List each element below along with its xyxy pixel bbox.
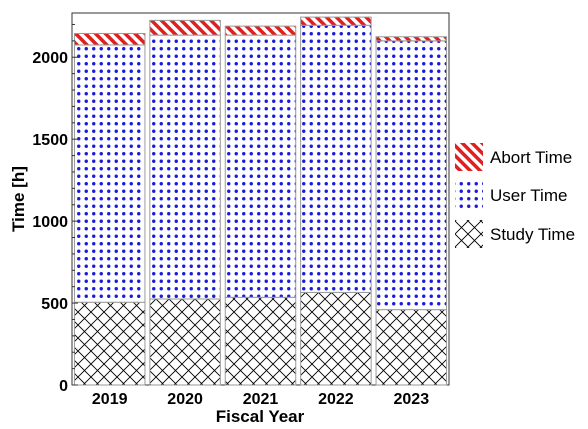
y-tick-label-1500: 1500: [32, 132, 68, 149]
bar-user-time-2022: [300, 24, 372, 293]
bar-abort-time-2023: [375, 36, 448, 42]
legend-swatch-user-time: [455, 181, 483, 209]
x-tick-label-2019: 2019: [92, 391, 128, 408]
bar-study-time-2022: [300, 291, 372, 386]
legend-label-study-time: Study Time: [490, 225, 575, 244]
legend-item-abort-time: Abort Time: [455, 143, 572, 171]
legend-swatch-study-time: [455, 220, 483, 248]
bar-abort-time-2020: [149, 19, 221, 36]
bar-user-time-2023: [375, 40, 448, 311]
x-tick-label-2022: 2022: [318, 391, 354, 408]
y-tick-label-1000: 1000: [32, 214, 68, 231]
bar-study-time-2019: [73, 301, 146, 386]
legend-label-abort-time: Abort Time: [490, 148, 572, 167]
bar-study-time-2023: [375, 309, 448, 386]
bar-abort-time-2022: [300, 16, 372, 26]
legend-item-study-time: Study Time: [455, 220, 575, 248]
bar-abort-time-2019: [73, 32, 146, 46]
y-tick-label-500: 500: [41, 296, 68, 313]
bar-user-time-2020: [149, 34, 221, 300]
bars-layer: [73, 16, 448, 386]
legend-item-user-time: User Time: [455, 181, 567, 209]
bar-study-time-2020: [149, 298, 221, 386]
bar-study-time-2021: [224, 296, 297, 386]
ticks-layer: 0 500 1000 1500 2000 2019 2020 2021 2022 2023: [32, 23, 430, 408]
legend: Abort Time User Time Study Time: [455, 143, 575, 248]
legend-swatch-abort-time: [455, 143, 483, 171]
y-axis-title: Time [h]: [9, 166, 28, 232]
x-tick-label-2023: 2023: [394, 391, 430, 408]
x-tick-label-2020: 2020: [167, 391, 203, 408]
legend-label-user-time: User Time: [490, 186, 567, 205]
x-tick-label-2021: 2021: [243, 391, 279, 408]
bar-abort-time-2021: [224, 25, 297, 36]
bar-user-time-2021: [224, 34, 297, 298]
bar-user-time-2019: [73, 44, 146, 303]
x-axis-title: Fiscal Year: [216, 407, 305, 426]
y-tick-label-0: 0: [59, 378, 68, 395]
y-tick-label-2000: 2000: [32, 50, 68, 67]
